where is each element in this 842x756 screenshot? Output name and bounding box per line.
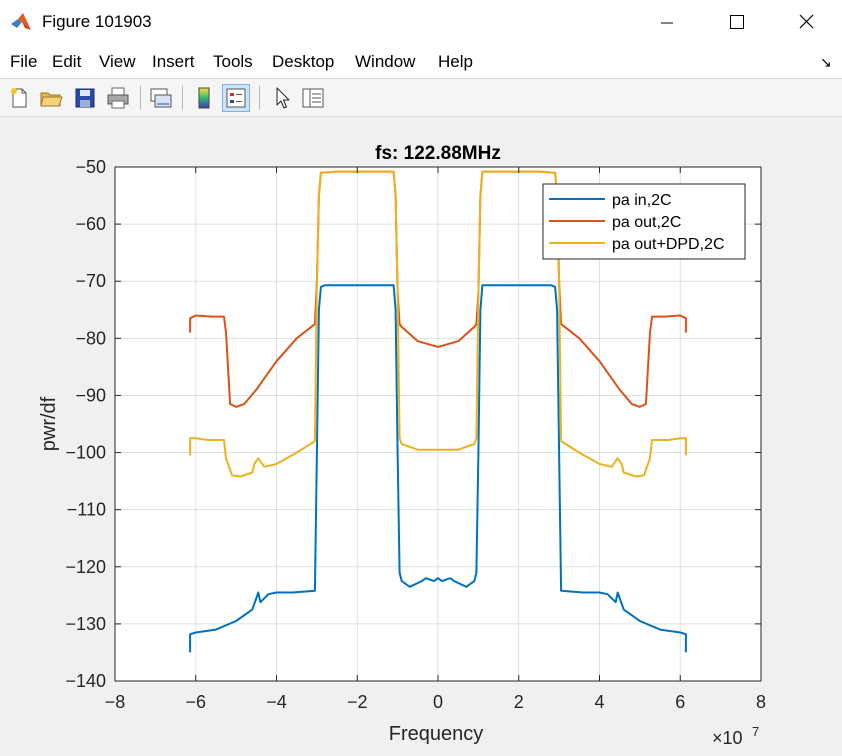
maximize-button[interactable] xyxy=(702,0,772,46)
menu-edit[interactable]: Edit xyxy=(52,52,82,71)
property-inspector-icon xyxy=(302,88,324,108)
edit-plot-arrow-icon xyxy=(276,87,290,109)
menu-tools[interactable]: Tools xyxy=(213,52,253,71)
open-file-icon xyxy=(40,92,63,107)
x-tick-label: −8 xyxy=(105,692,126,712)
plot-svg[interactable]: −8 −6 −4 −2 0 2 4 6 8 −140 −130 −120 −110 −100 −90 −80 −… xyxy=(0,117,842,751)
x-tick-label: 6 xyxy=(675,692,685,712)
close-button[interactable] xyxy=(772,0,842,46)
x-tick-label: −4 xyxy=(266,692,287,712)
y-tick-label: −130 xyxy=(65,614,106,634)
axis-ticks: −8 −6 −4 −2 0 2 4 6 8 −140 −130 −120 −110 −100 −90 −80 −… xyxy=(65,157,766,712)
print-button[interactable] xyxy=(104,84,132,112)
property-inspector-button[interactable] xyxy=(299,84,327,112)
x-tick-label: −6 xyxy=(185,692,206,712)
legend[interactable]: pa in,2C pa out,2C pa out+DPD,2C xyxy=(542,183,746,260)
menu-view[interactable]: View xyxy=(99,52,136,71)
insert-legend-icon xyxy=(226,88,246,108)
window-title: Figure 101903 xyxy=(42,12,152,31)
open-file-button[interactable] xyxy=(37,84,65,112)
toolbar-separator xyxy=(140,86,141,110)
y-tick-label: −100 xyxy=(65,443,106,463)
link-plot-button[interactable] xyxy=(146,84,174,112)
y-tick-label: −140 xyxy=(65,671,106,691)
legend-entry-label: pa in,2C xyxy=(612,192,672,209)
x-tick-label: 8 xyxy=(756,692,766,712)
series-line-1 xyxy=(189,284,687,653)
legend-entry-label: pa out,2C xyxy=(612,214,681,231)
new-figure-icon xyxy=(11,88,27,108)
y-tick-label: −90 xyxy=(75,385,106,405)
dock-arrow-icon[interactable]: ↘ xyxy=(820,54,832,70)
figure-toolbar xyxy=(0,78,842,117)
close-icon xyxy=(799,14,814,29)
x-tick-label: 2 xyxy=(514,692,524,712)
series-line-2 xyxy=(189,170,687,408)
save-icon xyxy=(75,88,95,108)
x-tick-label: 4 xyxy=(594,692,604,712)
toolbar-separator xyxy=(259,86,260,110)
title-bar: Figure 101903 xyxy=(0,0,842,46)
x-tick-label: 0 xyxy=(433,692,443,712)
menu-window[interactable]: Window xyxy=(355,52,416,71)
maximize-icon xyxy=(730,15,744,29)
series-lines xyxy=(189,170,687,653)
y-tick-label: −80 xyxy=(75,328,106,348)
figure-canvas: −8 −6 −4 −2 0 2 4 6 8 −140 −130 −120 −110 −100 −90 −80 −… xyxy=(0,117,842,751)
x-tick-label: −2 xyxy=(347,692,368,712)
edit-plot-button[interactable] xyxy=(268,84,296,112)
toolbar-separator xyxy=(182,86,183,110)
menu-help[interactable]: Help xyxy=(438,52,473,71)
new-figure-button[interactable] xyxy=(5,84,33,112)
minimize-icon xyxy=(661,22,673,24)
menu-file[interactable]: File xyxy=(10,52,38,71)
link-plot-icon xyxy=(150,88,172,108)
minimize-button[interactable] xyxy=(632,0,702,46)
y-tick-label: −60 xyxy=(75,214,106,234)
insert-colorbar-icon xyxy=(198,87,210,109)
menu-bar: File Edit View Insert Tools Desktop Wind… xyxy=(0,46,842,78)
save-button[interactable] xyxy=(71,84,99,112)
series-line-3 xyxy=(189,170,687,478)
chart-title: fs: 122.88MHz xyxy=(375,143,501,164)
menu-desktop[interactable]: Desktop xyxy=(272,52,335,71)
legend-entry-label: pa out+DPD,2C xyxy=(612,236,725,253)
x-exponent-base: ×10 xyxy=(712,728,743,748)
y-tick-label: −70 xyxy=(75,271,106,291)
x-exponent-value: 7 xyxy=(752,724,759,739)
y-tick-label: −50 xyxy=(75,157,106,177)
x-axis-label: Frequency xyxy=(389,723,484,745)
print-icon xyxy=(107,87,129,109)
y-tick-label: −120 xyxy=(65,557,106,577)
menu-insert[interactable]: Insert xyxy=(152,52,195,71)
insert-legend-button[interactable] xyxy=(222,84,250,112)
matlab-logo-icon xyxy=(11,13,31,30)
y-axis-label: pwr/df xyxy=(38,396,60,451)
y-tick-label: −110 xyxy=(67,500,106,520)
insert-colorbar-button[interactable] xyxy=(190,84,218,112)
